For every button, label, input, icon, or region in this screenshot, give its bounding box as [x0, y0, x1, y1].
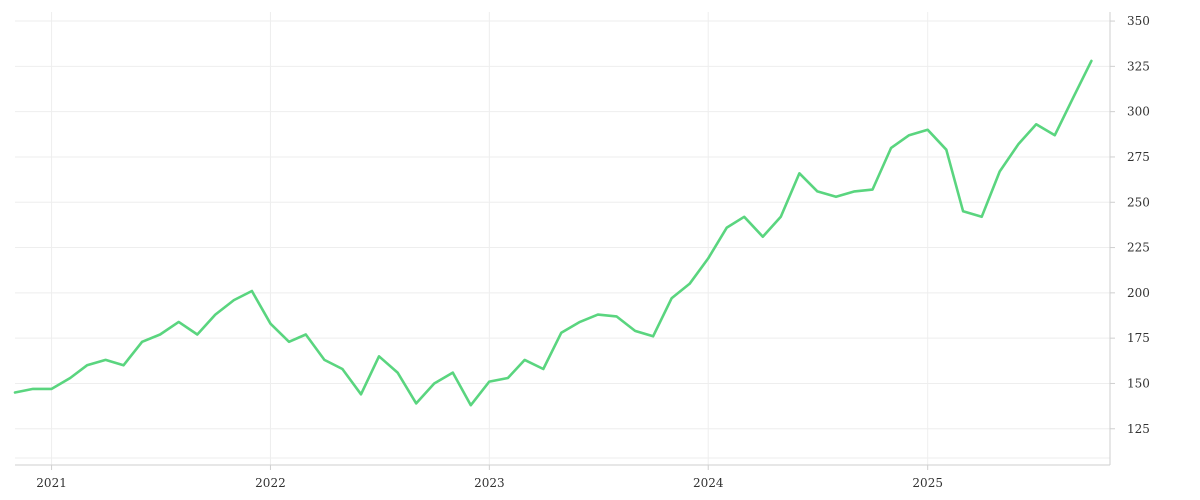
x-tick-label: 2022 — [255, 476, 286, 490]
y-tick-label: 225 — [1127, 241, 1150, 255]
y-tick-label: 275 — [1127, 150, 1150, 164]
x-tick-label: 2025 — [912, 476, 943, 490]
y-tick-label: 300 — [1127, 105, 1150, 119]
grid-lines — [15, 12, 1110, 465]
y-tick-label: 125 — [1127, 422, 1150, 436]
x-tick-label: 2021 — [36, 476, 67, 490]
x-tick-label: 2023 — [474, 476, 505, 490]
series-line — [13, 59, 1093, 407]
y-tick-label: 350 — [1127, 14, 1150, 28]
y-tick-label: 250 — [1127, 195, 1150, 209]
x-tick-label: 2024 — [693, 476, 724, 490]
y-tick-label: 175 — [1127, 331, 1150, 345]
y-tick-label: 150 — [1127, 376, 1150, 390]
y-tick-label: 200 — [1127, 286, 1150, 300]
y-tick-label: 325 — [1127, 59, 1150, 73]
series-lines — [13, 59, 1093, 407]
axes — [15, 12, 1115, 470]
tick-labels: 125 150 175 200 225 250 275 300 325 350 2021 2022 20… — [36, 14, 1150, 490]
